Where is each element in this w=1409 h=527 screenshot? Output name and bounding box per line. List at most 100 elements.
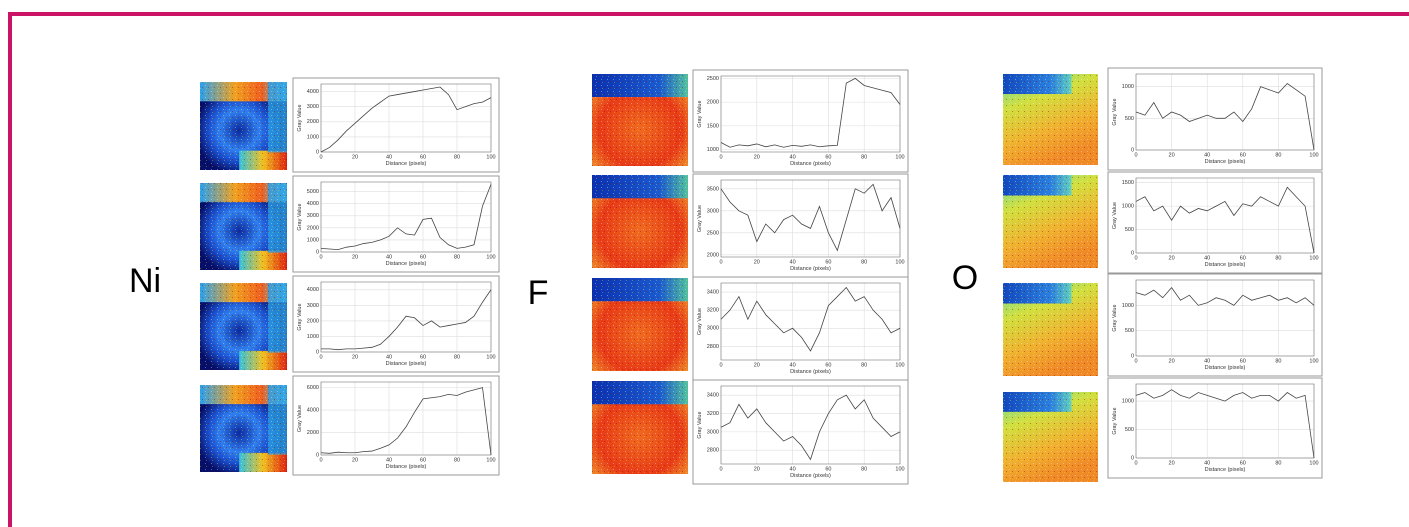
- y-axis-label: Gray Value: [297, 104, 303, 131]
- y-tick-label: 3200: [707, 308, 719, 314]
- top-border: [8, 12, 1409, 16]
- y-tick-label: 3000: [707, 429, 719, 435]
- x-tick-label: 40: [1204, 460, 1210, 466]
- element-label: Ni: [129, 262, 161, 300]
- x-axis-label: Distance (pixels): [1205, 159, 1246, 165]
- x-tick-label: 20: [1169, 255, 1175, 261]
- x-tick-label: 60: [1240, 152, 1246, 158]
- y-axis-label: Gray Value: [697, 411, 703, 438]
- y-tick-label: 500: [1125, 328, 1134, 334]
- x-tick-label: 40: [790, 259, 796, 265]
- y-tick-label: 1500: [707, 123, 719, 129]
- y-tick-label: 2500: [707, 76, 719, 82]
- x-tick-label: 40: [1204, 255, 1210, 261]
- x-tick-label: 40: [386, 354, 392, 360]
- x-tick-label: 80: [454, 457, 460, 463]
- x-tick-label: 0: [319, 354, 322, 360]
- y-tick-label: 3200: [707, 411, 719, 417]
- x-axis-label: Distance (pixels): [386, 361, 427, 367]
- x-tick-label: 40: [1204, 358, 1210, 364]
- x-tick-label: 0: [1134, 152, 1137, 158]
- y-axis-label: Gray Value: [1112, 202, 1118, 229]
- x-tick-label: 60: [420, 154, 426, 160]
- x-tick-label: 100: [1309, 460, 1318, 466]
- y-tick-label: 2800: [707, 448, 719, 454]
- y-tick-label: 3000: [707, 208, 719, 214]
- y-tick-label: 1000: [1122, 204, 1134, 210]
- x-tick-label: 80: [861, 466, 867, 472]
- x-tick-label: 60: [1240, 358, 1246, 364]
- x-tick-label: 100: [1309, 255, 1318, 261]
- map-image: [592, 381, 688, 474]
- x-tick-label: 0: [719, 259, 722, 265]
- x-tick-label: 0: [319, 154, 322, 160]
- y-tick-label: 500: [1125, 427, 1134, 433]
- x-tick-label: 0: [1134, 255, 1137, 261]
- x-tick-label: 100: [486, 457, 495, 463]
- figure: NiFO01000200030004000020406080100Distanc…: [0, 0, 1409, 527]
- x-tick-label: 80: [1275, 152, 1281, 158]
- map-image: [1003, 283, 1098, 376]
- map-noise: [592, 278, 688, 371]
- x-tick-label: 20: [754, 362, 760, 368]
- x-tick-label: 60: [825, 259, 831, 265]
- x-tick-label: 20: [1169, 460, 1175, 466]
- x-axis-label: Distance (pixels): [386, 161, 427, 167]
- y-tick-label: 1000: [307, 134, 319, 140]
- y-tick-label: 4000: [307, 201, 319, 207]
- x-tick-label: 20: [352, 154, 358, 160]
- x-axis-label: Distance (pixels): [1205, 365, 1246, 371]
- y-tick-label: 3000: [307, 303, 319, 309]
- y-tick-label: 4000: [307, 287, 319, 293]
- map-image: [200, 183, 287, 270]
- x-tick-label: 60: [825, 466, 831, 472]
- x-axis-label: Distance (pixels): [790, 266, 831, 272]
- x-axis-label: Distance (pixels): [1205, 262, 1246, 268]
- map-image: [592, 278, 688, 371]
- x-tick-label: 40: [790, 466, 796, 472]
- y-axis-label: Gray Value: [297, 203, 303, 230]
- x-tick-label: 80: [454, 154, 460, 160]
- y-axis-label: Gray Value: [697, 205, 703, 232]
- x-tick-label: 100: [486, 354, 495, 360]
- chart-frame: [693, 70, 908, 172]
- y-tick-label: 1000: [307, 237, 319, 243]
- x-tick-label: 100: [895, 259, 904, 265]
- x-tick-label: 80: [1275, 255, 1281, 261]
- element-label: F: [528, 274, 549, 312]
- x-tick-label: 20: [352, 457, 358, 463]
- map-image: [592, 175, 688, 268]
- x-axis-label: Distance (pixels): [790, 473, 831, 479]
- y-tick-label: 3000: [307, 104, 319, 110]
- x-tick-label: 100: [895, 466, 904, 472]
- map-noise: [1003, 175, 1098, 268]
- x-tick-label: 100: [486, 254, 495, 260]
- x-tick-label: 60: [420, 354, 426, 360]
- x-tick-label: 80: [861, 362, 867, 368]
- y-axis-label: Gray Value: [297, 405, 303, 432]
- map-noise: [200, 82, 287, 170]
- x-tick-label: 100: [895, 154, 904, 160]
- map-image: [1003, 392, 1098, 482]
- y-tick-label: 2000: [307, 430, 319, 436]
- x-tick-label: 40: [386, 154, 392, 160]
- x-tick-label: 60: [825, 362, 831, 368]
- x-tick-label: 80: [454, 254, 460, 260]
- y-tick-label: 500: [1125, 227, 1134, 233]
- chart-frame: [293, 78, 499, 172]
- map-noise: [592, 175, 688, 268]
- x-tick-label: 80: [1275, 358, 1281, 364]
- y-tick-label: 3400: [707, 393, 719, 399]
- x-tick-label: 20: [754, 466, 760, 472]
- map-image: [200, 283, 287, 370]
- x-tick-label: 60: [1240, 255, 1246, 261]
- y-tick-label: 2800: [707, 344, 719, 350]
- y-tick-label: 1500: [1122, 180, 1134, 186]
- x-tick-label: 80: [454, 354, 460, 360]
- y-tick-label: 2000: [307, 225, 319, 231]
- x-tick-label: 40: [790, 154, 796, 160]
- x-tick-label: 80: [1275, 460, 1281, 466]
- y-tick-label: 1000: [1122, 303, 1134, 309]
- map-noise: [592, 74, 688, 166]
- map-noise: [200, 283, 287, 370]
